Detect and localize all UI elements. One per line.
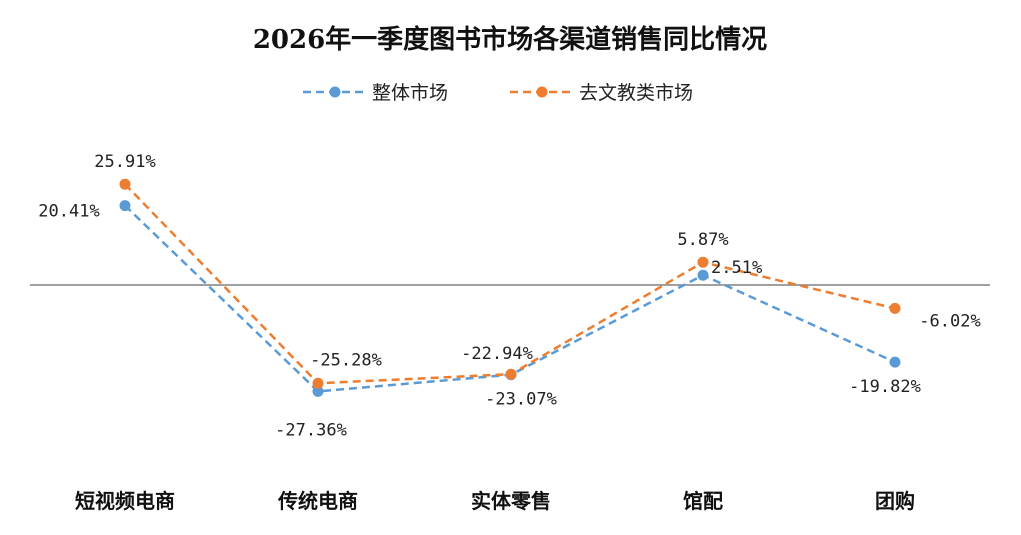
- data-label-overall-1: -27.36%: [275, 420, 347, 440]
- category-label-3: 馆配: [683, 489, 723, 513]
- category-label-0: 短视频电商: [75, 489, 175, 513]
- category-label-2: 实体零售: [471, 489, 551, 513]
- data-label-non-textbook-4: -6.02%: [919, 311, 980, 331]
- data-label-overall-0: 20.41%: [38, 202, 99, 222]
- data-point-non-textbook-0: [119, 178, 131, 190]
- data-point-non-textbook-2: [505, 368, 517, 380]
- data-label-overall-4: -19.82%: [849, 377, 921, 397]
- legend-item-non-textbook: 去文教类市场: [510, 82, 693, 104]
- data-label-non-textbook-0: 25.91%: [94, 152, 155, 172]
- plot-area: 20.41% -27.36% -23.07% 2.51% -19.82% 25.91% -2…: [38, 152, 980, 440]
- legend: 整体市场 去文教类市场: [303, 82, 693, 104]
- legend-label-non-textbook: 去文教类市场: [579, 82, 693, 104]
- category-label-1: 传统电商: [277, 489, 358, 513]
- category-axis-labels: 短视频电商 传统电商 实体零售 馆配 团购: [75, 489, 915, 513]
- data-point-overall-3: [697, 269, 709, 281]
- data-label-non-textbook-1: -25.28%: [310, 350, 382, 370]
- data-label-overall-3: 2.51%: [711, 258, 762, 278]
- data-point-overall-1: [312, 385, 324, 397]
- legend-label-overall: 整体市场: [372, 82, 448, 104]
- legend-item-overall: 整体市场: [303, 82, 448, 104]
- legend-marker-non-textbook: [536, 86, 548, 98]
- data-point-overall-0: [119, 200, 131, 212]
- legend-marker-overall: [329, 86, 341, 98]
- data-label-non-textbook-3: 5.87%: [677, 230, 728, 250]
- data-label-non-textbook-2: -22.94%: [461, 344, 533, 364]
- data-point-non-textbook-4: [889, 302, 901, 314]
- category-label-4: 团购: [875, 489, 915, 513]
- data-label-overall-2: -23.07%: [485, 390, 557, 410]
- data-point-non-textbook-1: [312, 377, 324, 389]
- data-point-overall-4: [889, 356, 901, 368]
- data-point-non-textbook-3: [697, 256, 709, 268]
- chart-title: 2026年一季度图书市场各渠道销售同比情况: [253, 24, 767, 55]
